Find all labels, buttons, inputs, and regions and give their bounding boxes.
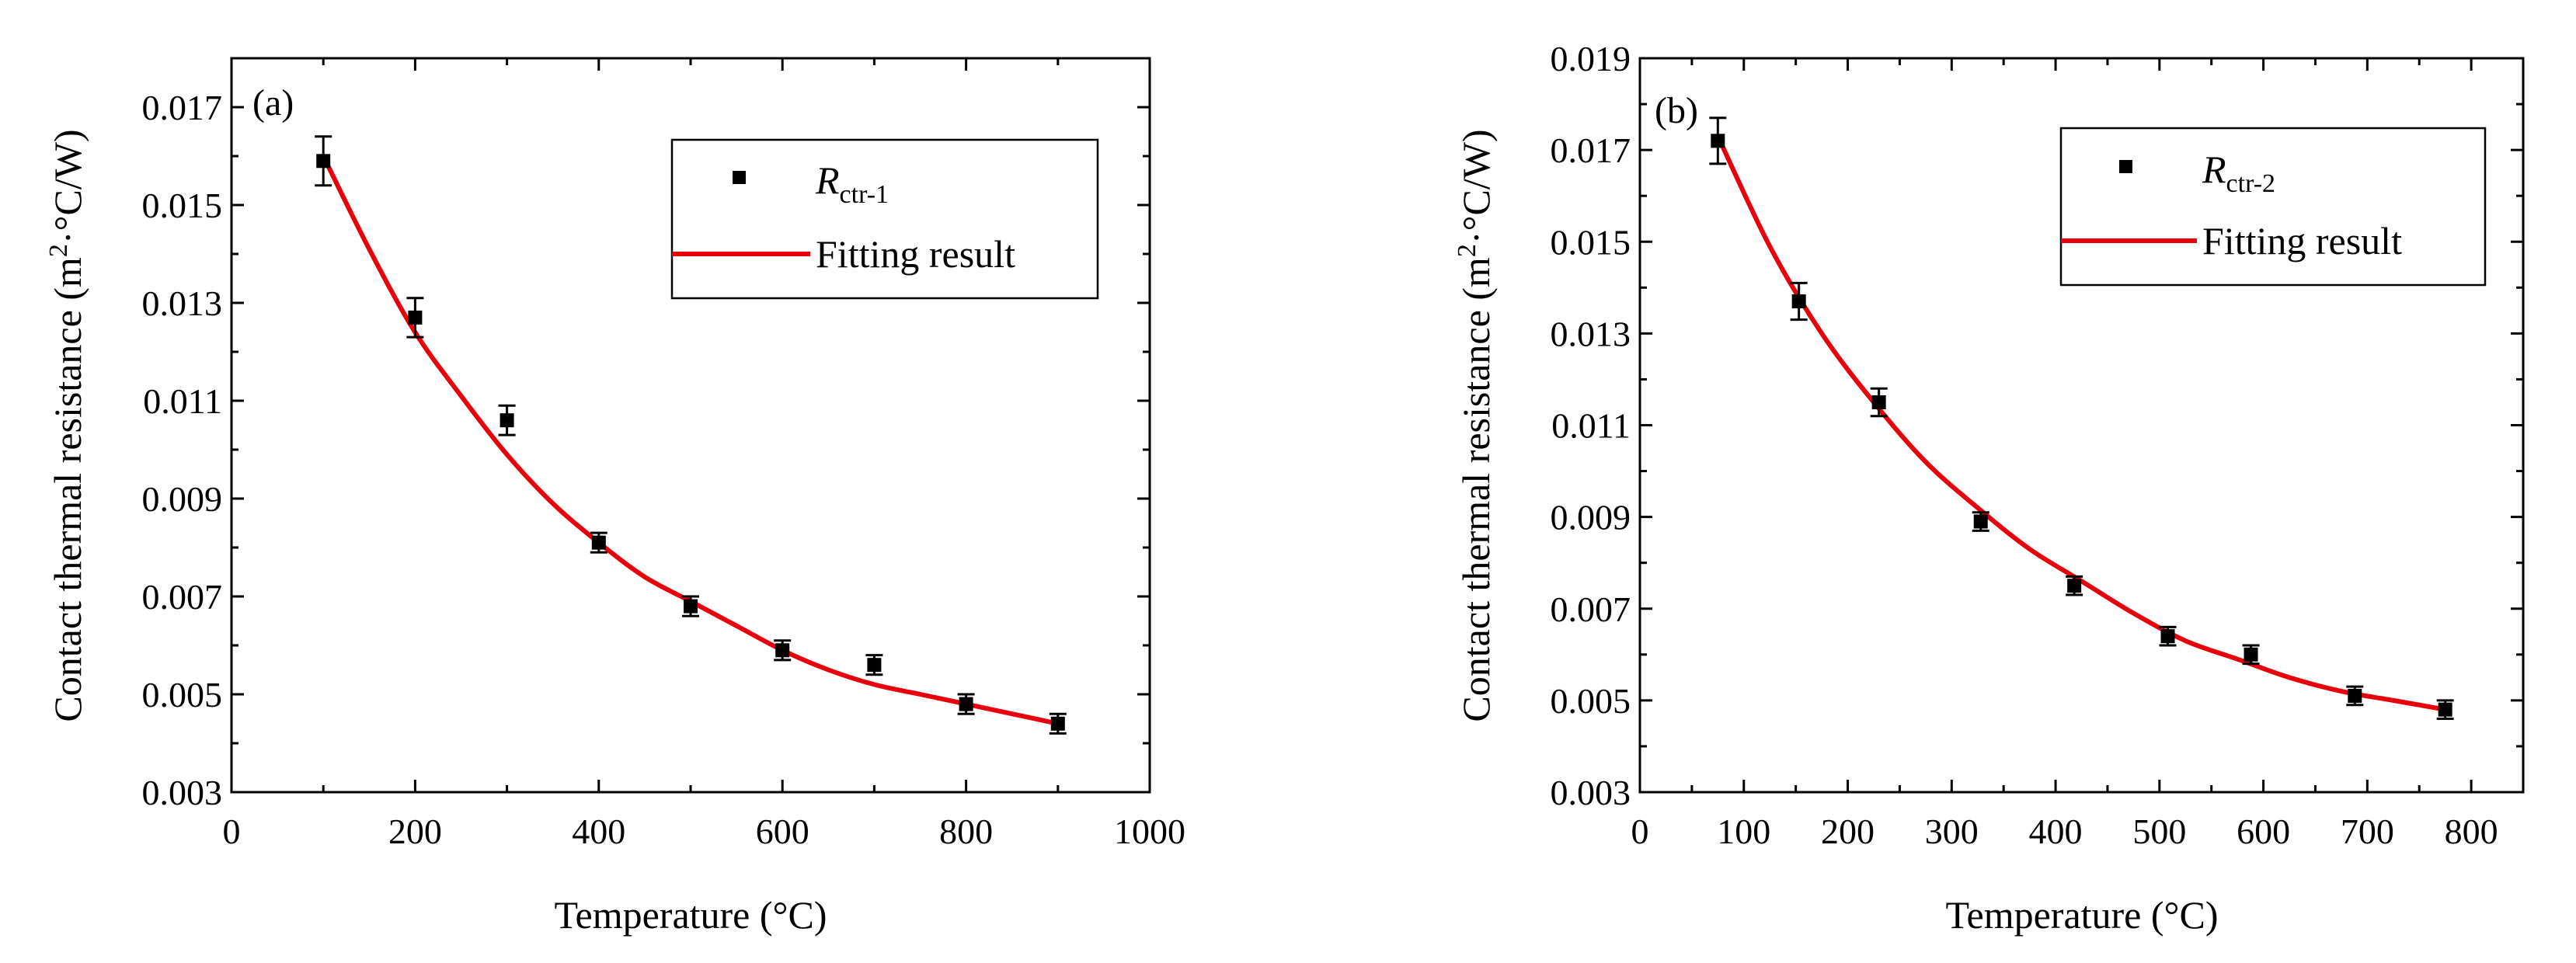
- data-point: [1973, 514, 1988, 529]
- y-tick-label: 0.015: [1551, 222, 1631, 262]
- y-tick-label: 0.013: [1551, 314, 1631, 353]
- panel-label: (a): [252, 82, 294, 123]
- x-tick-label: 1000: [1114, 812, 1185, 851]
- data-point: [408, 310, 423, 325]
- x-tick-label: 600: [2237, 812, 2290, 851]
- fit-curve: [1715, 135, 2446, 712]
- data-point: [1871, 395, 1886, 409]
- y-axis-title: Contact thermal resistance (m2·°C/W): [1453, 129, 1498, 721]
- legend-fit-label: Fitting result: [2202, 219, 2402, 262]
- x-tick-label: 700: [2341, 812, 2394, 851]
- data-point: [867, 658, 882, 673]
- x-tick-label: 200: [1821, 812, 1875, 851]
- y-tick-label: 0.011: [1551, 406, 1631, 446]
- x-tick-label: 600: [756, 812, 809, 851]
- y-tick-labels: 0.003 0.005 0.007 0.009 0.011 0.013 0.015 0.017…: [1551, 39, 1631, 812]
- y-tick-label: 0.013: [142, 283, 223, 323]
- data-point: [2244, 647, 2258, 662]
- x-axis-title: Temperature (°C): [1945, 893, 2218, 937]
- tick-marks: [1638, 57, 2525, 794]
- legend-marker: [2119, 160, 2132, 173]
- y-tick-label: 0.019: [1551, 39, 1631, 78]
- x-tick-label: 800: [939, 812, 993, 851]
- legend-series-label: Rctr-2: [2202, 148, 2275, 198]
- data-point: [959, 697, 973, 711]
- legend-marker: [733, 171, 746, 184]
- data-point: [591, 535, 606, 550]
- y-tick-labels: 0.003 0.005 0.007 0.009 0.011 0.013 0.015 0.017: [142, 88, 223, 812]
- data-point: [2438, 702, 2452, 717]
- legend-box: [670, 138, 1099, 300]
- data-point: [2160, 629, 2175, 644]
- data-points: [1711, 134, 2452, 717]
- y-tick-label: 0.015: [142, 186, 223, 225]
- y-tick-label: 0.005: [142, 675, 223, 714]
- x-tick-label: 100: [1717, 812, 1770, 851]
- legend: Rctr-2 Fitting result: [2059, 127, 2487, 287]
- x-axis-title: Temperature (°C): [554, 893, 827, 937]
- data-point: [2067, 579, 2082, 593]
- data-point: [1791, 294, 1806, 309]
- x-tick-label: 500: [2132, 812, 2186, 851]
- data-point: [775, 643, 790, 658]
- y-tick-label: 0.005: [1551, 681, 1631, 721]
- data-point: [316, 154, 331, 169]
- y-tick-label: 0.009: [142, 479, 223, 519]
- x-tick-labels: 0 100 200 300 400 500 600 700 800: [1631, 812, 2498, 851]
- chart-panel-b: 0 100 200 300 400 500 600 700 800 0.0030.0050.00…: [1453, 39, 2525, 937]
- legend-series-label: Rctr-1: [815, 158, 889, 209]
- x-tick-label: 800: [2445, 812, 2498, 851]
- fit-curve: [321, 155, 1059, 726]
- data-point: [1050, 716, 1065, 731]
- legend-fit-label: Fitting result: [816, 232, 1015, 276]
- data-point: [1711, 134, 1725, 148]
- y-tick-label: 0.003: [1551, 773, 1631, 812]
- legend: Rctr-1 Fitting result: [670, 138, 1099, 300]
- x-tick-label: 0: [223, 812, 241, 851]
- x-tick-label: 0: [1631, 812, 1649, 851]
- panel-label: (b): [1655, 90, 1698, 131]
- x-tick-label: 200: [388, 812, 442, 851]
- y-tick-label: 0.011: [143, 381, 222, 421]
- y-tick-label: 0.007: [1551, 589, 1631, 629]
- y-tick-label: 0.017: [1551, 130, 1631, 170]
- data-point: [684, 599, 698, 614]
- data-points: [316, 154, 1065, 731]
- data-point: [2348, 688, 2362, 703]
- y-tick-label: 0.007: [142, 577, 223, 617]
- y-tick-label: 0.003: [142, 773, 223, 812]
- x-tick-label: 400: [2029, 812, 2083, 851]
- data-point: [500, 413, 514, 428]
- x-tick-labels: 0 200 400 600 800 1000: [223, 812, 1186, 851]
- y-tick-label: 0.009: [1551, 498, 1631, 537]
- x-tick-label: 300: [1925, 812, 1979, 851]
- x-tick-label: 400: [572, 812, 625, 851]
- tick-marks: [230, 57, 1151, 794]
- y-axis-title: Contact thermal resistance (m2·°C/W): [44, 129, 89, 721]
- y-tick-label: 0.017: [142, 88, 223, 127]
- chart-panel-a: 0 200 400 600 800 1000 0.0030.0050.0070.0090.…: [44, 57, 1186, 937]
- legend-box: [2059, 127, 2487, 287]
